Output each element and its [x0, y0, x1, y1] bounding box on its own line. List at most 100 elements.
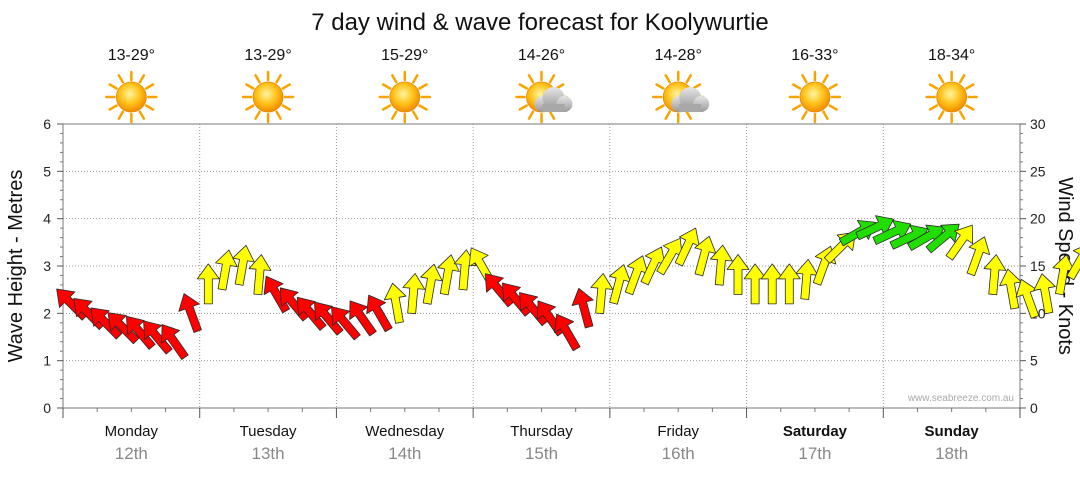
wind-arrow	[1033, 273, 1056, 315]
sun-ray	[245, 104, 255, 111]
sun-ray	[685, 110, 692, 120]
sun-ray	[685, 74, 692, 84]
temp-range-label: 14-26°	[518, 47, 565, 64]
day-name-label: Sunday	[925, 423, 980, 440]
y-tick-label: 6	[43, 116, 51, 132]
day-name-label: Tuesday	[240, 423, 297, 440]
wind-arrow	[248, 254, 272, 296]
sun-ray	[664, 74, 671, 84]
sun-ray	[655, 83, 665, 90]
sun-ray	[937, 110, 945, 120]
partly-cloudy-icon	[651, 70, 710, 124]
wind-arrow	[366, 294, 393, 333]
sun-ray	[792, 104, 802, 111]
sun-icon	[788, 70, 842, 124]
sun-icon	[241, 70, 295, 124]
y-tick-label: 3	[43, 258, 51, 274]
cloud-base	[679, 104, 702, 112]
sun-ray	[792, 83, 802, 90]
partly-cloudy-icon	[515, 70, 573, 124]
sun-ray	[822, 74, 829, 84]
sun-ray	[518, 83, 529, 90]
sun-ray	[958, 74, 966, 84]
wind-arrow	[107, 312, 140, 345]
sun-icon	[925, 70, 978, 124]
sun-ray	[381, 83, 392, 90]
wind-arrow	[925, 223, 960, 254]
sun-ray	[138, 110, 146, 120]
sun-icon	[105, 70, 158, 124]
sun-ray	[928, 83, 939, 90]
sun-ray	[801, 74, 808, 84]
wind-arrow	[383, 282, 407, 324]
y-tick-label: 5	[43, 163, 51, 179]
wind-arrow	[196, 263, 220, 305]
temp-range-label: 14-28°	[655, 47, 702, 64]
sun-ray	[937, 74, 945, 84]
sun-ray	[828, 104, 838, 111]
y-tick-label: 4	[43, 211, 51, 227]
day-weather-header: 13-29° 13-29° 15-29° 14-26° 14-28° 16-33° 18-3…	[105, 47, 978, 124]
day-date-label: 16th	[662, 444, 695, 463]
sun-ray	[548, 74, 556, 84]
sun-ray	[245, 83, 255, 90]
day-date-label: 14th	[388, 444, 421, 463]
sun-ray	[418, 104, 428, 111]
sun-ray	[527, 110, 535, 120]
sun-ray	[108, 83, 118, 90]
sun-ray	[281, 83, 291, 90]
watermark: www.seabreeze.com.au	[907, 393, 1014, 404]
sun-disc	[252, 81, 284, 113]
wind-arrow	[571, 287, 594, 329]
day-name-label: Thursday	[510, 423, 573, 440]
y2-tick-label: 30	[1030, 116, 1046, 132]
sun-ray	[928, 104, 939, 111]
y-axis-title: Wave Height - Metres	[5, 170, 27, 363]
sun-ray	[664, 110, 671, 120]
day-date-label: 15th	[525, 444, 558, 463]
y2-tick-label: 5	[1030, 353, 1038, 369]
day-date-label: 12th	[115, 444, 148, 463]
wind-arrow	[161, 324, 189, 360]
sun-ray	[822, 110, 829, 120]
sun-ray	[275, 74, 282, 84]
sun-ray	[518, 104, 529, 111]
wind-arrow	[143, 320, 173, 355]
wind-arrow	[232, 244, 255, 286]
day-name-label: Friday	[657, 423, 699, 440]
sun-ray	[965, 83, 975, 90]
sun-ray	[275, 110, 282, 120]
temp-range-label: 13-29°	[108, 47, 155, 64]
wind-arrow	[331, 306, 361, 341]
sun-ray	[144, 83, 155, 90]
cloud-base	[542, 104, 565, 112]
wind-arrow	[710, 244, 733, 286]
day-date-label: 13th	[252, 444, 285, 463]
sun-disc	[389, 81, 421, 113]
sun-ray	[418, 83, 428, 90]
sun-ray	[655, 104, 665, 111]
cloud-shape	[671, 87, 710, 112]
wind-arrow	[694, 235, 717, 277]
y2-tick-label: 20	[1030, 211, 1046, 227]
wind-arrow	[983, 254, 1007, 296]
wind-arrow	[554, 313, 581, 352]
day-name-label: Monday	[105, 423, 159, 440]
cloud-shape	[534, 87, 573, 112]
sun-ray	[801, 110, 808, 120]
sun-ray	[548, 110, 556, 120]
day-date-label: 17th	[798, 444, 831, 463]
wind-arrow	[437, 254, 460, 296]
wind-arrow	[90, 307, 123, 340]
wind-arrows	[56, 215, 1080, 360]
sun-ray	[108, 104, 118, 111]
sun-ray	[254, 74, 261, 84]
sun-ray	[412, 110, 419, 120]
chart-title: 7 day wind & wave forecast for Koolywurt…	[311, 9, 769, 36]
day-name-label: Wednesday	[365, 423, 444, 440]
sun-disc	[799, 81, 831, 113]
y-tick-label: 2	[43, 305, 51, 321]
temp-range-label: 18-34°	[928, 47, 975, 64]
sun-disc	[936, 81, 968, 113]
